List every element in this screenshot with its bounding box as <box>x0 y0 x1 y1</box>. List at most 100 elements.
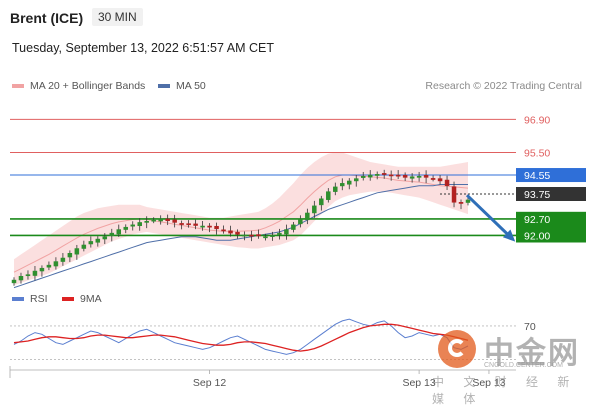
ma20-line <box>13 174 469 273</box>
x-tick-label: Sep 13 <box>472 377 505 389</box>
research-credit: Research © 2022 Trading Central <box>425 80 582 92</box>
candle <box>395 174 401 177</box>
candle <box>284 229 289 235</box>
candle <box>242 234 247 237</box>
candle <box>123 226 129 230</box>
candle <box>186 223 191 226</box>
candle <box>95 238 101 243</box>
candle <box>137 222 142 227</box>
rsi-swatch <box>12 297 24 301</box>
candle <box>437 178 443 182</box>
level-label-92-70: 92.70 <box>524 214 550 226</box>
legend-ma20-label: MA 20 + Bollinger Bands <box>30 80 146 92</box>
ma50-line <box>13 184 468 289</box>
timeframe-selector[interactable]: 30 MIN <box>92 8 143 26</box>
candle <box>193 223 198 226</box>
candle <box>39 267 45 272</box>
candle <box>340 183 345 187</box>
candle <box>221 229 226 232</box>
candle <box>270 235 275 237</box>
candle <box>374 174 380 176</box>
candle <box>333 186 338 192</box>
level-tag-94-55 <box>516 168 586 183</box>
ma20-swatch <box>12 84 24 88</box>
candle <box>165 218 170 222</box>
candle <box>235 231 240 235</box>
candle <box>179 223 184 225</box>
candle <box>60 257 66 262</box>
candle <box>291 224 296 230</box>
candle <box>360 175 366 178</box>
candle <box>32 270 38 276</box>
candle <box>53 261 59 267</box>
candle <box>256 234 261 237</box>
watermark-subtitle: 中 文 财 经 新 媒 体 <box>432 375 578 406</box>
candle <box>11 279 17 284</box>
forecast-arrow-head-icon <box>502 229 516 242</box>
candle <box>158 218 163 222</box>
level-label-94-55: 94.55 <box>524 170 550 182</box>
candle <box>172 219 177 223</box>
candle <box>151 219 156 222</box>
chart-header: Brent (ICE) 30 MIN <box>0 0 590 34</box>
candle <box>402 175 408 178</box>
level-label-96-90: 96.90 <box>524 114 550 126</box>
candle <box>116 229 122 235</box>
candle <box>74 248 80 255</box>
candle <box>46 264 52 268</box>
level-tag-92-00 <box>516 228 586 243</box>
candle <box>214 225 219 230</box>
ma50-swatch <box>158 84 170 88</box>
candle <box>416 175 422 178</box>
candle <box>263 236 268 239</box>
x-tick-label: Sep 13 <box>402 377 435 389</box>
candle <box>81 244 87 249</box>
candle <box>423 175 429 178</box>
candle <box>367 174 373 178</box>
candle <box>312 205 317 214</box>
forecast-arrow <box>465 194 512 239</box>
candle <box>228 230 233 234</box>
candle <box>319 198 324 206</box>
legend-9ma-label: 9MA <box>80 293 102 305</box>
legend-9ma: 9MA <box>62 293 102 305</box>
level-label-93-75: 93.75 <box>524 189 550 201</box>
legend-rsi-label: RSI <box>30 293 48 305</box>
watermark-url: CNGOLD.CENTER.COM <box>484 362 563 369</box>
candle <box>67 253 73 258</box>
candle <box>465 199 471 203</box>
candle <box>444 179 450 186</box>
candle <box>430 178 436 180</box>
chart-timestamp: Tuesday, September 13, 2022 6:51:57 AM C… <box>12 41 274 55</box>
watermark-logo-icon <box>438 330 476 368</box>
candle <box>130 224 135 227</box>
candle <box>25 274 31 277</box>
candle <box>102 236 108 240</box>
x-tick-label: Sep 12 <box>193 377 226 389</box>
legend-ma20: MA 20 + Bollinger Bands <box>12 80 145 92</box>
watermark-title: 中金网 <box>484 337 580 370</box>
candle <box>409 176 415 179</box>
candle <box>109 232 115 236</box>
legend-ma50-label: MA 50 <box>176 80 206 92</box>
candle <box>305 212 310 221</box>
candle <box>381 173 387 175</box>
candle <box>353 178 359 182</box>
candle <box>249 234 254 237</box>
candle <box>326 191 331 200</box>
rsi-ma-line <box>13 323 469 352</box>
candle <box>298 218 303 225</box>
instrument-title: Brent (ICE) <box>10 10 84 26</box>
candle <box>388 174 394 177</box>
9ma-swatch <box>62 297 74 301</box>
level-tag-92-70 <box>516 211 586 226</box>
watermark: 中金网 CNGOLD.CENTER.COM 中 文 财 经 新 媒 体 <box>432 326 582 406</box>
rsi-tick-label: 70 <box>524 321 536 333</box>
legend-ma50: MA 50 <box>158 80 206 92</box>
level-label-95-50: 95.50 <box>524 148 550 160</box>
candle <box>458 202 464 204</box>
legend-rsi: RSI <box>12 293 48 305</box>
candle <box>144 221 149 223</box>
candle <box>277 232 282 235</box>
